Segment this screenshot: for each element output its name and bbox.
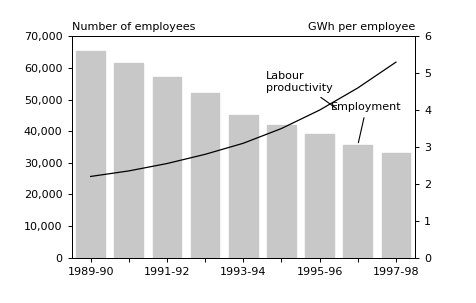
Bar bbox=[305, 134, 333, 258]
Bar bbox=[267, 125, 295, 258]
Bar bbox=[76, 51, 105, 258]
Bar bbox=[152, 78, 181, 258]
Bar bbox=[381, 153, 409, 258]
Bar bbox=[114, 63, 143, 258]
Bar bbox=[190, 93, 219, 258]
Text: GWh per employee: GWh per employee bbox=[307, 22, 414, 32]
Bar bbox=[228, 115, 257, 258]
Bar bbox=[343, 145, 371, 258]
Text: Employment: Employment bbox=[330, 102, 401, 143]
Text: Number of employees: Number of employees bbox=[71, 22, 195, 32]
Text: Labour
productivity: Labour productivity bbox=[266, 72, 336, 108]
